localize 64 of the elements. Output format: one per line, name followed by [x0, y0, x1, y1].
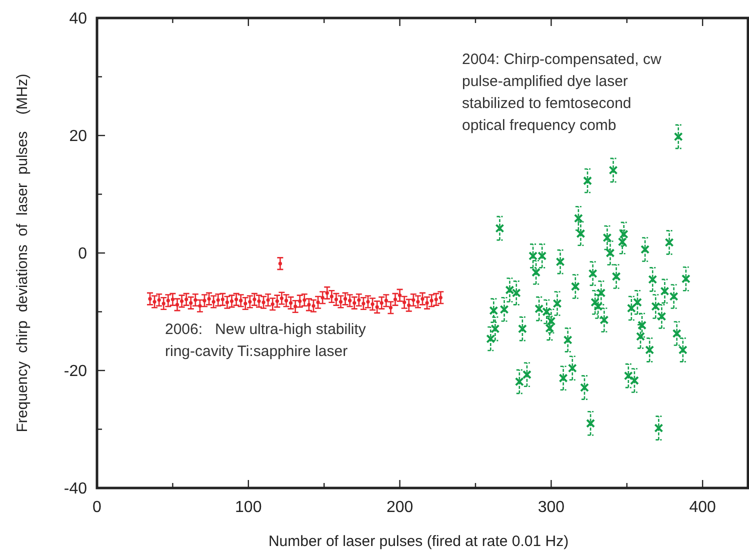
point — [636, 332, 646, 341]
y-tick-label: 0 — [78, 246, 88, 263]
point — [681, 274, 690, 284]
x-tick-label: 0 — [92, 499, 102, 516]
annotation: 2006: New ultra-high stability ring-cavity Ti:sapphire laser — [165, 321, 366, 360]
point — [490, 324, 500, 334]
point — [626, 304, 636, 313]
point — [654, 424, 664, 433]
point — [618, 237, 627, 246]
point — [657, 312, 666, 321]
point — [574, 214, 583, 223]
point — [648, 274, 658, 284]
point — [674, 132, 683, 142]
point — [588, 269, 598, 278]
point — [568, 364, 577, 373]
point — [586, 418, 596, 428]
point — [651, 302, 660, 311]
point — [495, 224, 504, 233]
point — [570, 282, 580, 291]
point — [630, 376, 639, 385]
point — [612, 272, 621, 281]
x-axis-title: Number of laser pulses (fired at rate 0.01 Hz) — [268, 533, 569, 550]
point — [546, 316, 556, 326]
point — [514, 377, 524, 386]
y-tick-label: -20 — [64, 363, 88, 380]
x-tick-label: 300 — [538, 499, 565, 516]
point — [645, 345, 654, 354]
x-tick-label: 100 — [235, 499, 262, 516]
point — [672, 328, 682, 338]
y-tick-label: -40 — [64, 480, 88, 498]
point — [669, 292, 678, 301]
point — [606, 248, 615, 258]
point — [545, 324, 554, 333]
point — [522, 370, 532, 380]
point — [486, 334, 496, 344]
point — [518, 324, 527, 334]
point — [632, 298, 642, 307]
point — [576, 229, 586, 238]
x-tick-label: 400 — [689, 499, 716, 516]
point — [624, 371, 633, 380]
point — [660, 286, 670, 296]
point — [619, 230, 628, 239]
point — [563, 335, 572, 344]
point — [590, 298, 600, 307]
point — [608, 166, 618, 175]
point — [600, 315, 609, 324]
point — [556, 257, 565, 266]
y-tick-label: 20 — [69, 128, 88, 146]
point — [640, 244, 650, 254]
point — [596, 288, 606, 298]
y-tick-label: 40 — [69, 10, 88, 28]
point — [532, 268, 541, 277]
x-tick-label: 200 — [386, 499, 414, 516]
point — [558, 374, 568, 383]
point — [638, 320, 647, 330]
point — [678, 345, 688, 354]
point — [552, 299, 562, 308]
point — [583, 176, 592, 186]
point — [580, 383, 589, 392]
point — [594, 302, 603, 311]
y-axis-title: Frequency chirp deviations of laser pulses (MHz) — [14, 74, 31, 432]
point — [664, 238, 674, 247]
annotation: 2004: Chirp-compensated, cw pulse-amplified dye laser stabilized to femtosecond optical frequency comb — [462, 51, 662, 134]
point — [602, 233, 612, 242]
